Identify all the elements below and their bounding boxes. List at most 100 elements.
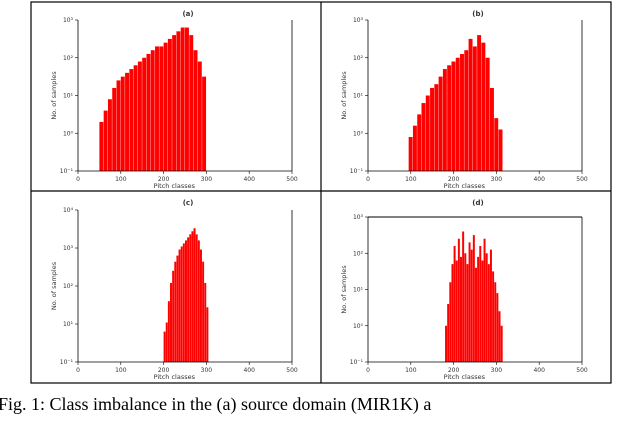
bar [197, 61, 202, 171]
y-axis-label: No. of samples [50, 71, 58, 120]
y-tick-label: 10⁴ [63, 207, 74, 214]
x-tick-label: 200 [448, 176, 460, 183]
bar [193, 50, 198, 172]
bar [129, 69, 134, 171]
bar [449, 282, 452, 362]
bar [489, 87, 494, 171]
bar [460, 53, 464, 171]
bar [483, 238, 486, 362]
bar [472, 46, 477, 171]
bar [481, 42, 486, 172]
x-tick-label: 0 [366, 367, 370, 374]
bar [159, 46, 164, 171]
y-tick-label: 10¹ [353, 93, 364, 100]
bar [485, 57, 490, 171]
bar [464, 253, 467, 362]
bar [176, 31, 181, 171]
x-tick-label: 400 [533, 176, 545, 183]
x-tick-label: 100 [405, 176, 417, 183]
y-tick-label: 10⁰ [353, 130, 364, 137]
bar [155, 46, 159, 171]
panel-title: (b) [472, 10, 483, 18]
bar [498, 129, 503, 171]
bar [189, 234, 192, 362]
bar [176, 255, 179, 362]
bar [457, 238, 460, 362]
bar [191, 231, 194, 362]
bar [163, 331, 166, 362]
y-tick-label: 10⁻¹ [350, 359, 364, 366]
bar [489, 249, 492, 363]
x-tick-label: 300 [201, 176, 213, 183]
x-tick-label: 100 [115, 367, 127, 374]
bar [455, 57, 460, 171]
bar [475, 267, 477, 362]
x-tick-label: 300 [491, 176, 503, 183]
panel-title: (a) [182, 10, 193, 18]
bar [163, 42, 168, 172]
bar [99, 121, 104, 171]
bar [165, 322, 168, 362]
x-tick-label: 0 [76, 176, 80, 183]
bar [494, 118, 499, 171]
bar [447, 65, 452, 171]
bar [479, 246, 482, 362]
bar [417, 114, 422, 172]
y-axis-label: No. of samples [50, 261, 58, 310]
y-tick-label: 10² [353, 250, 364, 257]
bar [180, 27, 185, 171]
bar [487, 264, 490, 363]
x-tick-label: 200 [158, 176, 170, 183]
x-tick-label: 100 [115, 176, 127, 183]
chart-panel-d: 0 100 200 300 400 500 10⁻¹ 10⁰ 10¹ 10² 10³ (d) Pitch… [340, 199, 588, 381]
y-tick-label: 10⁰ [63, 130, 74, 137]
bar [116, 80, 121, 171]
bar [150, 50, 155, 172]
bar [492, 271, 495, 363]
bar [468, 242, 471, 363]
y-tick-label: 10² [63, 55, 74, 62]
bar [451, 61, 456, 171]
bar [172, 35, 177, 171]
bar [185, 240, 187, 362]
bar [187, 237, 190, 362]
x-tick-label: 0 [76, 367, 80, 374]
chart-panel-b: 0 100 200 300 400 500 10⁻¹ 10⁰ 10¹ 10² 10³ (b) Pitch… [340, 10, 588, 190]
figure-caption: Fig. 1: Class imbalance in the (a) sourc… [0, 394, 432, 414]
x-tick-label: 500 [286, 367, 298, 374]
bar [455, 260, 458, 362]
x-tick-label: 400 [243, 367, 255, 374]
bar [445, 325, 448, 362]
bar [453, 246, 456, 362]
bar [167, 38, 172, 172]
bar [460, 256, 462, 363]
bar [468, 38, 473, 172]
y-tick-label: 10⁻¹ [60, 359, 74, 366]
bar [170, 282, 172, 362]
bar [103, 110, 108, 171]
bar [442, 69, 447, 171]
bar [142, 57, 147, 171]
bar [481, 260, 484, 362]
chart-panel-a: 0 100 200 300 400 500 10⁻¹ 10⁰ 10¹ 10² 10³ (a) Pitch… [50, 10, 298, 190]
bar [412, 125, 417, 171]
x-tick-label: 400 [243, 176, 255, 183]
y-tick-label: 10¹ [353, 287, 364, 294]
y-axis-label: No. of samples [340, 71, 348, 120]
y-tick-label: 10⁰ [353, 323, 364, 330]
x-tick-label: 300 [201, 367, 213, 374]
bar [204, 282, 207, 362]
bar [202, 261, 205, 362]
bar [451, 264, 454, 363]
y-tick-label: 10³ [353, 17, 364, 24]
bar [447, 304, 450, 362]
bar [112, 87, 117, 171]
bar [494, 282, 497, 362]
x-axis-label: Pitch classes [444, 373, 486, 381]
bar [485, 253, 488, 362]
bar [498, 311, 501, 362]
panel-title: (d) [472, 199, 483, 207]
bar [193, 228, 196, 362]
bar [197, 240, 200, 362]
x-axis-label: Pitch classes [444, 182, 486, 190]
